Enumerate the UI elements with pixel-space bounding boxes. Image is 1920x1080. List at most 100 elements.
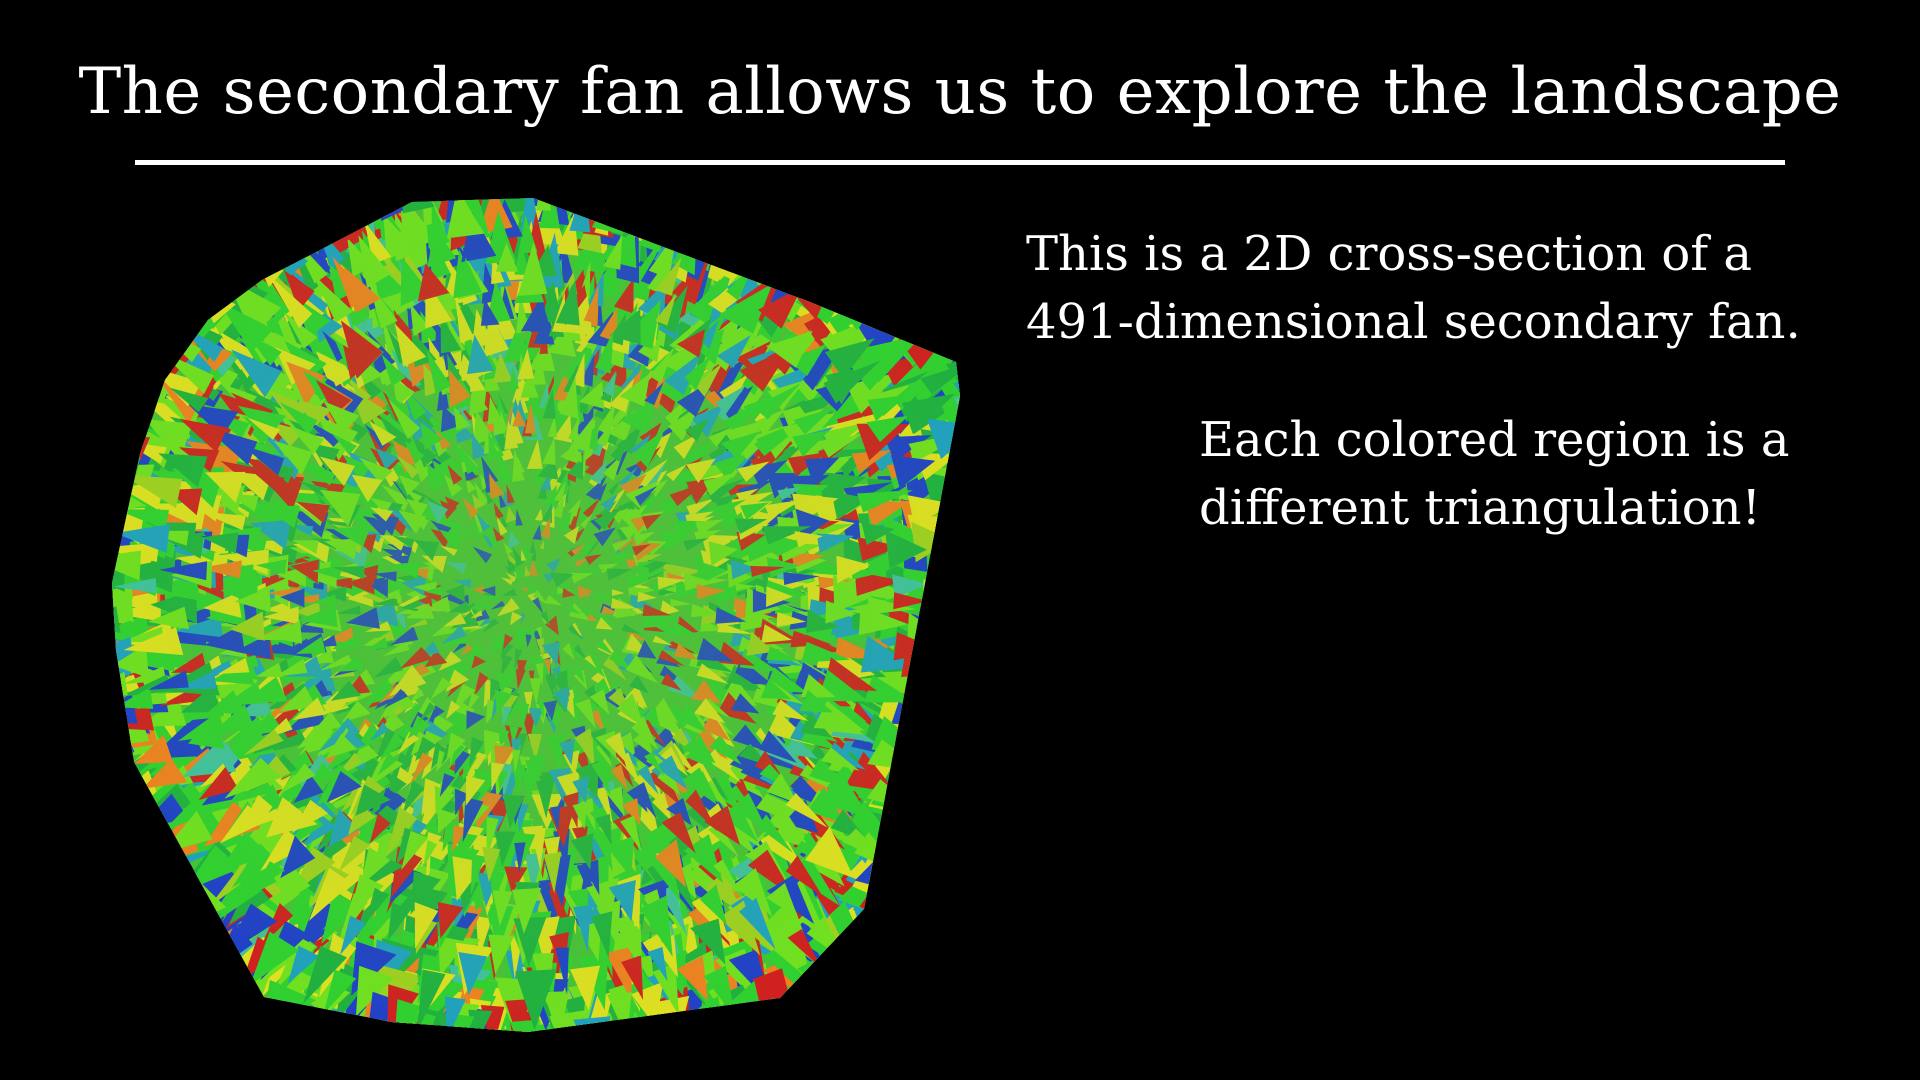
- triangulation-region: [122, 995, 176, 1032]
- triangulation-region: [960, 664, 990, 696]
- triangulation-region: [128, 841, 176, 883]
- triangulation-region: [268, 198, 310, 240]
- triangulation-region: [904, 198, 960, 236]
- triangulation-region: [646, 198, 692, 206]
- triangulation-region: [112, 927, 155, 970]
- triangulation-region: [112, 433, 125, 454]
- triangulation-region: [891, 1015, 952, 1032]
- triangulation-region: [236, 1037, 286, 1050]
- triangulation-region: [940, 799, 960, 839]
- triangulation-region: [452, 1028, 493, 1032]
- triangulation-region: [179, 225, 226, 280]
- triangulation-region: [945, 864, 960, 923]
- triangulation-region: [157, 1020, 213, 1032]
- triangulation-region: [112, 976, 135, 1032]
- triangulation-region: [112, 198, 166, 218]
- triangulation-region: [961, 416, 990, 463]
- triangulation-region: [895, 735, 944, 780]
- triangulation-region: [912, 687, 960, 708]
- triangulation-region: [881, 221, 920, 261]
- triangulation-region: [112, 891, 163, 942]
- triangulation-region: [903, 710, 957, 749]
- triangulation-region: [942, 739, 960, 774]
- triangulation-region: [112, 922, 142, 975]
- triangulation-region: [829, 198, 868, 205]
- triangulation-region: [981, 774, 990, 805]
- triangulation-region: [265, 198, 313, 228]
- triangulation-region: [874, 959, 923, 1015]
- triangulation-region: [119, 829, 167, 869]
- triangulation-region: [900, 198, 960, 216]
- triangulation-region: [122, 219, 179, 268]
- triangulation-region: [887, 914, 952, 982]
- triangulation-region: [390, 1034, 418, 1050]
- triangulation-region: [697, 213, 738, 265]
- triangulation-region: [909, 224, 960, 276]
- triangulation-region: [685, 198, 722, 244]
- triangulation-region: [167, 984, 226, 1032]
- triangulation-region: [888, 198, 938, 224]
- triangulation-region: [914, 698, 958, 738]
- triangulation-region: [796, 198, 845, 209]
- triangulation-region: [698, 198, 733, 245]
- triangulation-region: [892, 758, 939, 796]
- triangulation-region: [914, 661, 960, 688]
- triangulation-region: [983, 300, 990, 340]
- triangulation-region: [184, 1006, 236, 1032]
- triangulation-region: [223, 1011, 286, 1032]
- triangulation-region: [615, 1038, 658, 1050]
- triangulation-region: [926, 688, 960, 721]
- triangulation-region: [924, 621, 960, 646]
- triangulation-region: [882, 1010, 944, 1032]
- triangulation-region: [146, 885, 206, 947]
- triangulation-region: [922, 199, 960, 262]
- triangulation-region: [199, 999, 256, 1032]
- triangulation-region: [935, 939, 960, 1020]
- triangulation-region: [921, 227, 960, 271]
- triangulation-region: [351, 198, 381, 199]
- triangulation-region: [269, 224, 307, 265]
- triangulation-region: [937, 805, 960, 840]
- triangulation-region: [772, 998, 811, 1032]
- triangulation-region: [944, 984, 960, 1026]
- triangulation-region: [870, 202, 917, 248]
- triangulation-region: [905, 909, 960, 962]
- triangulation-region: [908, 757, 960, 798]
- triangulation-region: [907, 741, 960, 775]
- triangulation-region: [956, 574, 960, 610]
- triangulation-region: [867, 854, 908, 885]
- triangulation-region: [156, 1001, 213, 1032]
- triangulation-region: [905, 950, 960, 1023]
- triangulation-region: [762, 198, 813, 255]
- triangulation-region: [936, 198, 960, 239]
- triangulation-region: [909, 759, 952, 794]
- triangulation-region: [954, 262, 960, 319]
- triangulation-region: [975, 500, 990, 533]
- triangulation-region: [743, 1017, 778, 1032]
- triangulation-region: [705, 198, 735, 239]
- triangulation-region: [337, 198, 367, 232]
- triangulation-region: [933, 198, 960, 213]
- triangulation-region: [583, 198, 625, 222]
- triangulation-region: [886, 989, 936, 1032]
- triangulation-region: [717, 198, 743, 230]
- triangulation-region: [747, 1034, 790, 1050]
- triangulation-region: [132, 896, 187, 946]
- triangulation-region: [128, 198, 178, 241]
- triangulation-region: [970, 249, 990, 298]
- triangulation-region: [764, 240, 799, 281]
- triangulation-region: [112, 796, 140, 839]
- triangulation-region: [319, 1010, 355, 1032]
- triangulation-region: [112, 872, 147, 933]
- triangulation-region: [167, 198, 206, 230]
- triangulation-region: [961, 667, 990, 708]
- triangulation-region: [970, 190, 990, 215]
- triangulation-region: [112, 765, 132, 806]
- triangulation-region: [112, 828, 146, 876]
- triangulation-region: [802, 198, 844, 239]
- triangulation-region: [192, 235, 237, 289]
- triangulation-region: [112, 468, 130, 495]
- triangulation-region: [793, 198, 849, 217]
- triangulation-region: [966, 720, 990, 746]
- triangulation-region: [886, 198, 942, 233]
